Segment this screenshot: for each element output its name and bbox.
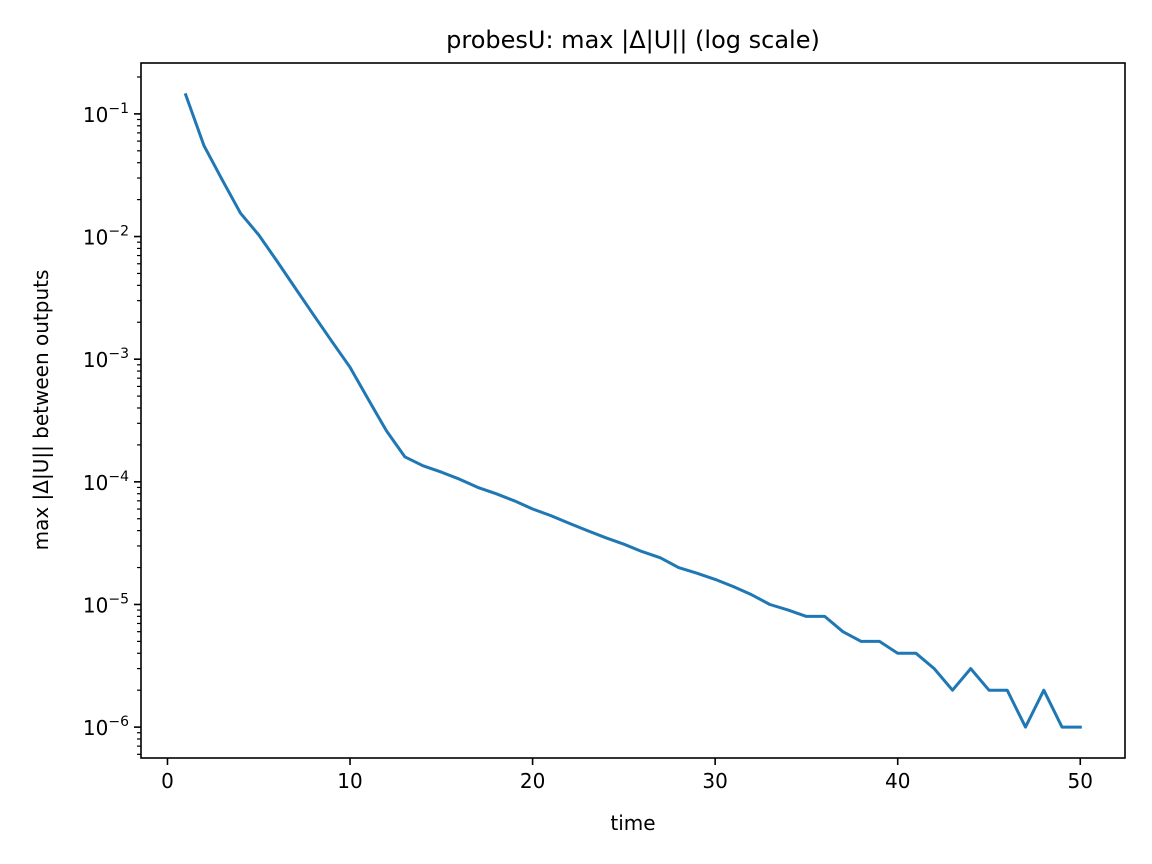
- x-tick-label: 0: [161, 769, 174, 793]
- x-axis-label: time: [610, 811, 655, 835]
- x-tick-label: 30: [702, 769, 727, 793]
- x-tick-label: 20: [520, 769, 545, 793]
- y-tick-label: 10−6: [83, 714, 129, 740]
- x-tick-label: 10: [337, 769, 362, 793]
- chart-title: probesU: max |Δ|U|| (log scale): [446, 26, 820, 54]
- y-tick-label: 10−3: [83, 346, 129, 372]
- y-axis-label: max |Δ|U|| between outputs: [29, 270, 53, 551]
- y-tick-label: 10−4: [83, 469, 129, 495]
- y-tick-label: 10−1: [83, 101, 129, 127]
- x-tick-label: 40: [885, 769, 910, 793]
- x-tick-label: 50: [1068, 769, 1093, 793]
- y-axis: 10−1 10−2 10−3 10−4 10−5 10−6: [83, 76, 141, 755]
- x-axis: 0 10 20 30 40 50: [161, 758, 1093, 793]
- series-line: [183, 92, 1082, 729]
- y-tick-label: 10−2: [83, 224, 129, 250]
- axes-frame: [140, 62, 1126, 759]
- plot-area: [183, 92, 1082, 729]
- y-tick-label: 10−5: [83, 591, 129, 617]
